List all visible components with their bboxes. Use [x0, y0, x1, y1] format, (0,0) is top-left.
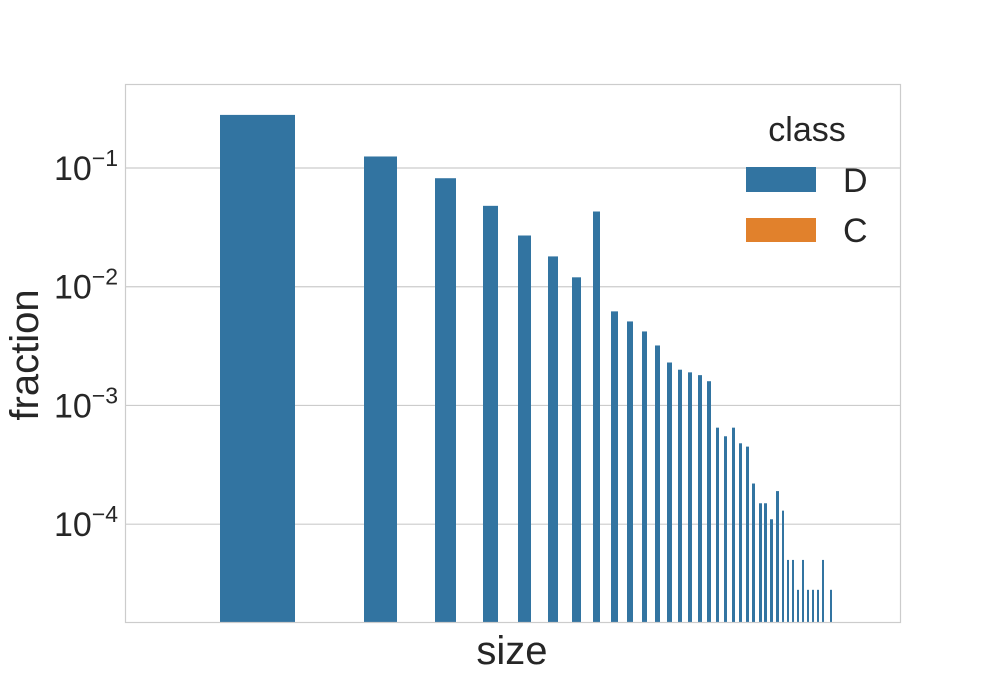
y-tick-label-2: 10−3: [54, 382, 118, 425]
bar-d-3: [483, 205, 498, 622]
bar-d-18: [724, 436, 727, 622]
bars: [220, 114, 832, 623]
bar-d-24: [764, 503, 767, 622]
bar-d-4: [518, 235, 531, 622]
y-tick-label-0: 10−1: [54, 145, 118, 188]
plot-frame: [124, 83, 902, 624]
bar-d-8: [611, 311, 618, 622]
legend-label-d: D: [843, 162, 868, 200]
bar-d-30: [797, 589, 799, 622]
legend: class D C: [746, 111, 868, 250]
y-tick-label-1: 10−2: [54, 264, 118, 307]
bar-d-29: [792, 559, 794, 622]
bar-d-5: [548, 256, 558, 622]
bar-d-19: [732, 427, 735, 622]
y-axis-label: fraction: [3, 289, 47, 420]
bar-d-10: [642, 331, 647, 622]
bar-d-31: [802, 559, 804, 622]
bar-d-36: [830, 589, 832, 622]
bar-d-17: [716, 427, 719, 622]
bar-d-2: [435, 178, 456, 622]
bar-d-0: [220, 114, 295, 623]
bar-d-26: [776, 491, 779, 622]
bar-d-33: [812, 589, 814, 622]
bar-d-21: [746, 446, 749, 622]
bar-d-1: [364, 156, 397, 622]
bar-d-16: [707, 381, 711, 622]
bar-d-12: [667, 362, 672, 622]
legend-swatch-d: [746, 167, 816, 192]
y-tick-label-3: 10−4: [54, 501, 118, 544]
bar-d-28: [787, 559, 789, 622]
bar-d-34: [817, 589, 819, 622]
y-tick-labels: 10−1 10−2 10−3 10−4: [54, 145, 118, 544]
bar-d-6: [572, 277, 581, 622]
bar-d-14: [688, 372, 692, 622]
x-axis-label: size: [476, 629, 547, 673]
bar-d-22: [752, 483, 755, 622]
bar-d-9: [627, 321, 633, 622]
legend-swatch-c: [746, 218, 816, 242]
bar-d-13: [678, 369, 682, 622]
bar-d-11: [655, 345, 660, 622]
bar-d-23: [759, 503, 762, 622]
bar-d-7: [593, 211, 600, 623]
bar-d-25: [770, 519, 773, 622]
legend-label-c: C: [843, 212, 868, 250]
bar-d-32: [807, 589, 809, 622]
bar-d-35: [822, 559, 824, 622]
legend-title: class: [768, 111, 845, 149]
bar-d-27: [782, 510, 784, 622]
bar-d-15: [698, 375, 702, 622]
bar-d-20: [739, 443, 742, 622]
